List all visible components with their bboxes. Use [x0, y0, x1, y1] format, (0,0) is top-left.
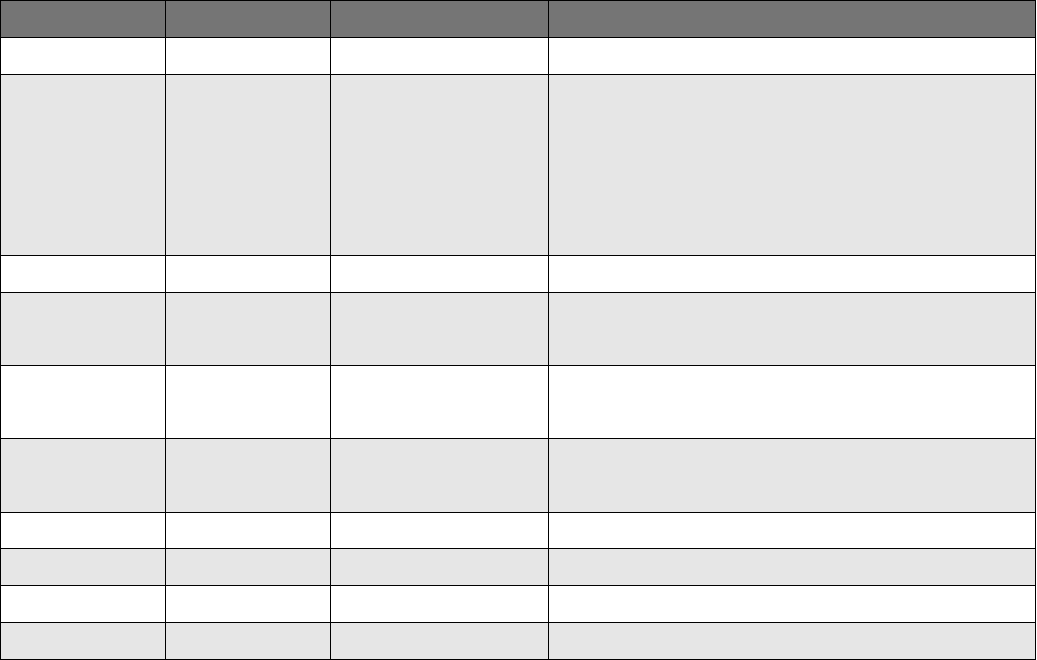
- table-cell: [0, 548, 166, 586]
- table-cell: [330, 512, 549, 549]
- table-cell: [165, 292, 331, 366]
- table-cell: [548, 292, 1036, 366]
- column-header: [330, 0, 549, 38]
- table-row: [0, 74, 1036, 256]
- table-cell: [165, 585, 331, 623]
- table-cell: [165, 74, 331, 256]
- table-row: [0, 548, 1036, 586]
- table-cell: [165, 622, 331, 660]
- header-row: [0, 0, 1036, 38]
- table-row: [0, 438, 1036, 513]
- column-header: [0, 0, 166, 38]
- table-cell: [330, 438, 549, 513]
- table-cell: [0, 585, 166, 623]
- table-row: [0, 365, 1036, 439]
- table-cell: [330, 37, 549, 75]
- table-row: [0, 512, 1036, 549]
- table-cell: [330, 74, 549, 256]
- table-row: [0, 37, 1036, 75]
- table-cell: [165, 512, 331, 549]
- table-cell: [548, 255, 1036, 293]
- table-cell: [0, 622, 166, 660]
- table-cell: [330, 585, 549, 623]
- table-cell: [330, 622, 549, 660]
- table-cell: [0, 255, 166, 293]
- table-cell: [548, 585, 1036, 623]
- table-cell: [548, 365, 1036, 439]
- table-cell: [165, 255, 331, 293]
- table-row: [0, 622, 1036, 660]
- table-cell: [330, 255, 549, 293]
- table-cell: [548, 74, 1036, 256]
- table-cell: [0, 37, 166, 75]
- table-cell: [548, 37, 1036, 75]
- table-cell: [330, 365, 549, 439]
- table-cell: [0, 365, 166, 439]
- table-cell: [0, 292, 166, 366]
- table-row: [0, 585, 1036, 623]
- table-cell: [165, 37, 331, 75]
- column-header: [548, 0, 1036, 38]
- table-cell: [548, 438, 1036, 513]
- table-cell: [0, 74, 166, 256]
- table-row: [0, 292, 1036, 366]
- table-cell: [330, 548, 549, 586]
- table-cell: [0, 438, 166, 513]
- table-cell: [165, 365, 331, 439]
- table-cell: [165, 438, 331, 513]
- table-cell: [0, 512, 166, 549]
- table-row: [0, 255, 1036, 293]
- table-cell: [165, 548, 331, 586]
- table-cell: [548, 548, 1036, 586]
- table-cell: [548, 622, 1036, 660]
- table-cell: [548, 512, 1036, 549]
- column-header: [165, 0, 331, 38]
- table-cell: [330, 292, 549, 366]
